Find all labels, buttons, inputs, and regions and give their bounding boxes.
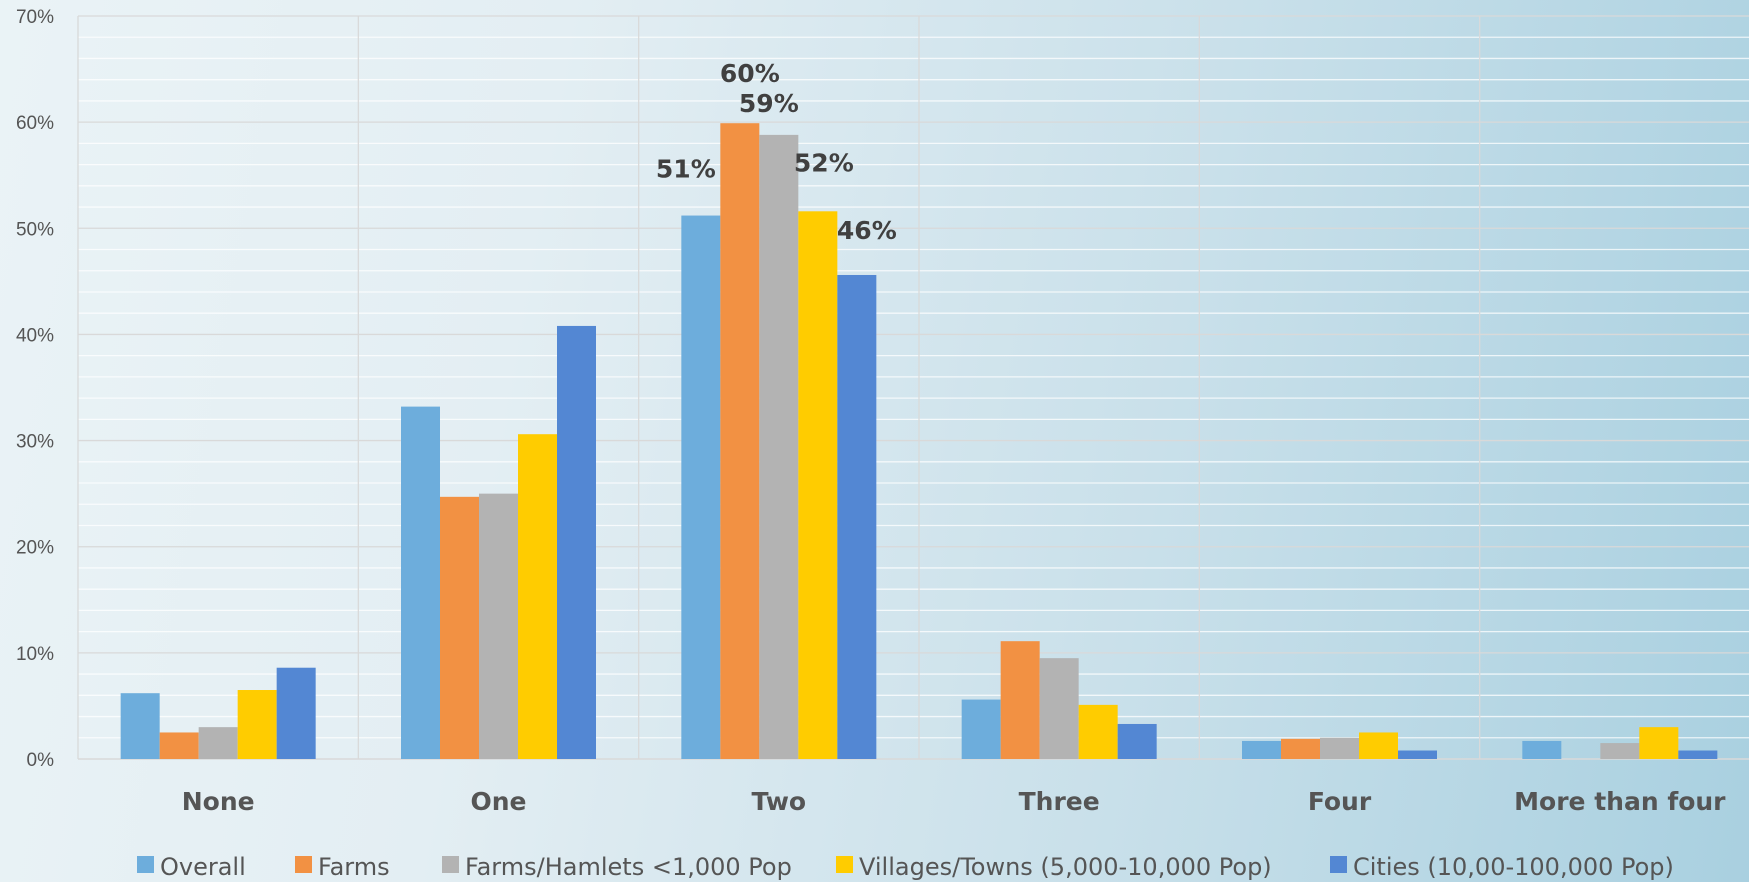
category-label: None	[182, 787, 255, 816]
bar	[1000, 641, 1040, 759]
data-label: 59%	[739, 89, 799, 118]
legend-swatch	[295, 856, 312, 873]
bar	[720, 123, 760, 759]
legend-swatch	[442, 856, 459, 873]
data-label: 52%	[794, 148, 854, 177]
bar	[557, 325, 596, 759]
bar	[518, 434, 557, 759]
legend-swatch	[1330, 856, 1347, 873]
bar	[1078, 704, 1118, 759]
y-tick-label: 10%	[16, 644, 54, 665]
bar	[681, 215, 721, 759]
gridlines	[77, 15, 1749, 759]
bar	[1281, 738, 1320, 759]
bar	[759, 134, 799, 759]
legend-swatch	[137, 856, 154, 873]
bar	[1242, 740, 1281, 759]
bar	[1678, 750, 1718, 759]
legend-label: Farms	[318, 853, 390, 881]
category-label: More than four	[1514, 787, 1726, 816]
data-label: 60%	[720, 59, 780, 88]
bar	[159, 732, 199, 759]
y-tick-label: 30%	[16, 432, 54, 453]
data-label: 51%	[656, 155, 716, 184]
bar	[237, 690, 277, 759]
bars	[120, 123, 1718, 759]
bar	[798, 211, 838, 759]
y-tick-label: 0%	[27, 750, 55, 771]
data-label: 46%	[837, 216, 897, 245]
bar	[1320, 737, 1359, 759]
legend: Overall Farms Farms/Hamlets <1,000 Pop Vill…	[137, 853, 1674, 881]
x-axis: None One Two Three Four More than four	[182, 787, 1726, 816]
bar	[479, 493, 518, 759]
bar	[440, 496, 479, 759]
category-label: Two	[752, 787, 807, 816]
bar	[1639, 727, 1679, 759]
bar	[401, 406, 440, 759]
y-tick-label: 60%	[16, 113, 54, 134]
data-labels: 51% 60%59% 52% 46%	[656, 59, 897, 245]
bar	[276, 667, 316, 759]
category-label: Three	[1019, 787, 1100, 816]
legend-label: Overall	[160, 853, 246, 881]
category-label: One	[470, 787, 526, 816]
bar	[1600, 743, 1640, 759]
legend-label: Cities (10,00-100,000 Pop)	[1353, 853, 1674, 881]
y-tick-label: 50%	[16, 219, 54, 240]
bar	[198, 727, 238, 759]
bar	[961, 699, 1001, 759]
legend-swatch	[836, 856, 853, 873]
bar	[837, 274, 877, 759]
legend-label: Farms/Hamlets <1,000 Pop	[465, 853, 792, 881]
bar	[120, 693, 160, 759]
y-tick-label: 20%	[16, 538, 54, 559]
category-label: Four	[1308, 787, 1372, 816]
bar	[1117, 723, 1157, 759]
y-axis: 0% 10% 20% 30% 40% 50% 60% 70%	[16, 7, 1749, 771]
y-tick-label: 40%	[16, 325, 54, 346]
bar	[1522, 740, 1562, 759]
legend-label: Villages/Towns (5,000-10,000 Pop)	[859, 853, 1272, 881]
bar	[1359, 732, 1398, 759]
y-tick-label: 70%	[16, 7, 54, 28]
bar	[1039, 658, 1079, 759]
bar	[1398, 750, 1437, 759]
